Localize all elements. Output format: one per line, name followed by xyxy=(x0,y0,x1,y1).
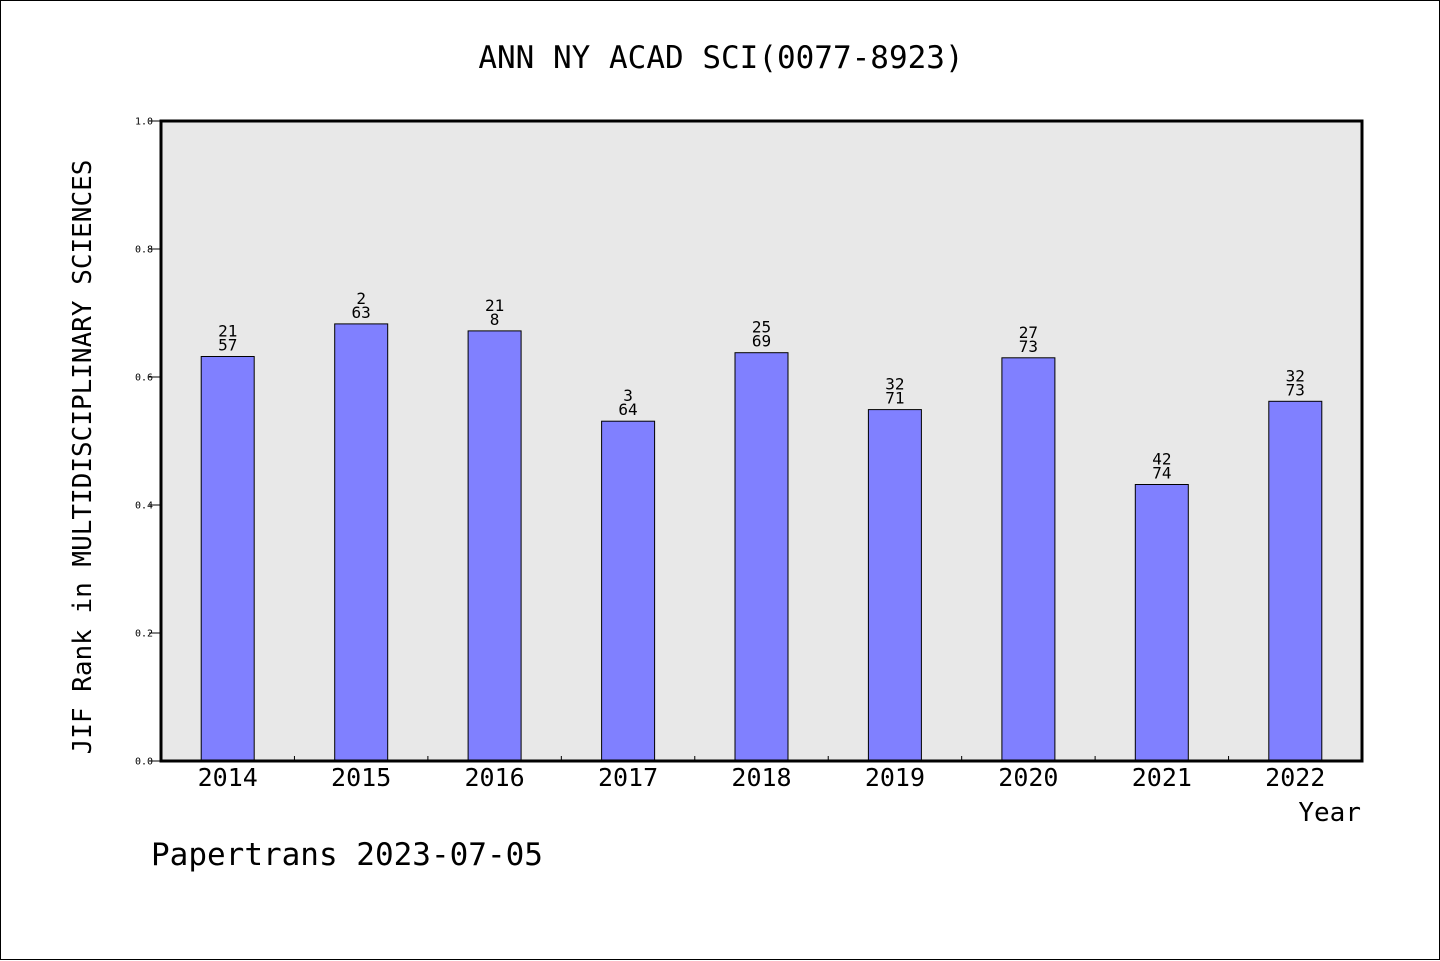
bar-2019 xyxy=(867,409,922,762)
bar-label-bottom-2020: 73 xyxy=(1019,337,1038,356)
chart-title: ANN NY ACAD SCI(0077-8923) xyxy=(478,40,963,76)
bar-2022 xyxy=(1268,400,1323,762)
bar-label-top-2016: 21 xyxy=(485,296,504,315)
bar-label-top-2022: 32 xyxy=(1286,366,1305,385)
bar-label-bottom-2019: 71 xyxy=(885,389,904,408)
x-axis-label: Year xyxy=(1298,798,1361,828)
y-axis-label: JIF Rank in MULTIDISCIPLINARY SCIENCES xyxy=(68,160,98,755)
bar-label-bottom-2022: 73 xyxy=(1286,380,1305,399)
y-tick-label-0.8: 0.8 xyxy=(135,245,153,256)
bar-label-bottom-2017: 64 xyxy=(618,400,637,419)
bar-2015 xyxy=(334,323,389,762)
bar-2016 xyxy=(467,330,522,762)
x-tick-label-2019: 2019 xyxy=(865,763,925,792)
x-tick-label-2022: 2022 xyxy=(1265,763,1325,792)
bar-label-top-2017: 3 xyxy=(623,386,633,405)
bar-label-bottom-2016: 8 xyxy=(490,310,500,329)
bar-label-bottom-2018: 69 xyxy=(752,332,771,351)
bar-label-bottom-2015: 63 xyxy=(352,303,371,322)
bar-2020 xyxy=(1001,357,1056,762)
bar-label-bottom-2014: 57 xyxy=(218,336,237,355)
bar-label-top-2019: 32 xyxy=(885,375,904,394)
bar-label-top-2020: 27 xyxy=(1019,323,1038,342)
bar-label-top-2014: 21 xyxy=(218,322,237,341)
plot-area: 2157201426320152182016364201725692018327… xyxy=(135,117,1364,792)
x-tick-label-2014: 2014 xyxy=(198,763,258,792)
y-tick-label-0.6: 0.6 xyxy=(135,373,153,384)
x-tick-label-2020: 2020 xyxy=(998,763,1058,792)
bar-2017 xyxy=(601,420,656,762)
y-tick-label-1.0: 1.0 xyxy=(135,117,153,128)
x-tick-label-2021: 2021 xyxy=(1132,763,1192,792)
bar-label-top-2021: 42 xyxy=(1152,450,1171,469)
x-tick-label-2015: 2015 xyxy=(331,763,391,792)
bar-2018 xyxy=(734,352,789,762)
plot-border xyxy=(159,119,1364,763)
bar-2014 xyxy=(200,356,255,762)
x-tick-label-2018: 2018 xyxy=(731,763,791,792)
bar-label-bottom-2021: 74 xyxy=(1152,464,1171,483)
x-tick-label-2017: 2017 xyxy=(598,763,658,792)
y-tick-label-0.0: 0.0 xyxy=(135,757,153,768)
x-tick-label-2016: 2016 xyxy=(465,763,525,792)
y-tick-label-0.2: 0.2 xyxy=(135,629,153,640)
y-tick-label-0.4: 0.4 xyxy=(135,501,153,512)
bar-2021 xyxy=(1134,484,1189,762)
bar-label-top-2015: 2 xyxy=(356,289,366,308)
bar-label-top-2018: 25 xyxy=(752,318,771,337)
footer-watermark: Papertrans 2023-07-05 xyxy=(151,837,543,873)
